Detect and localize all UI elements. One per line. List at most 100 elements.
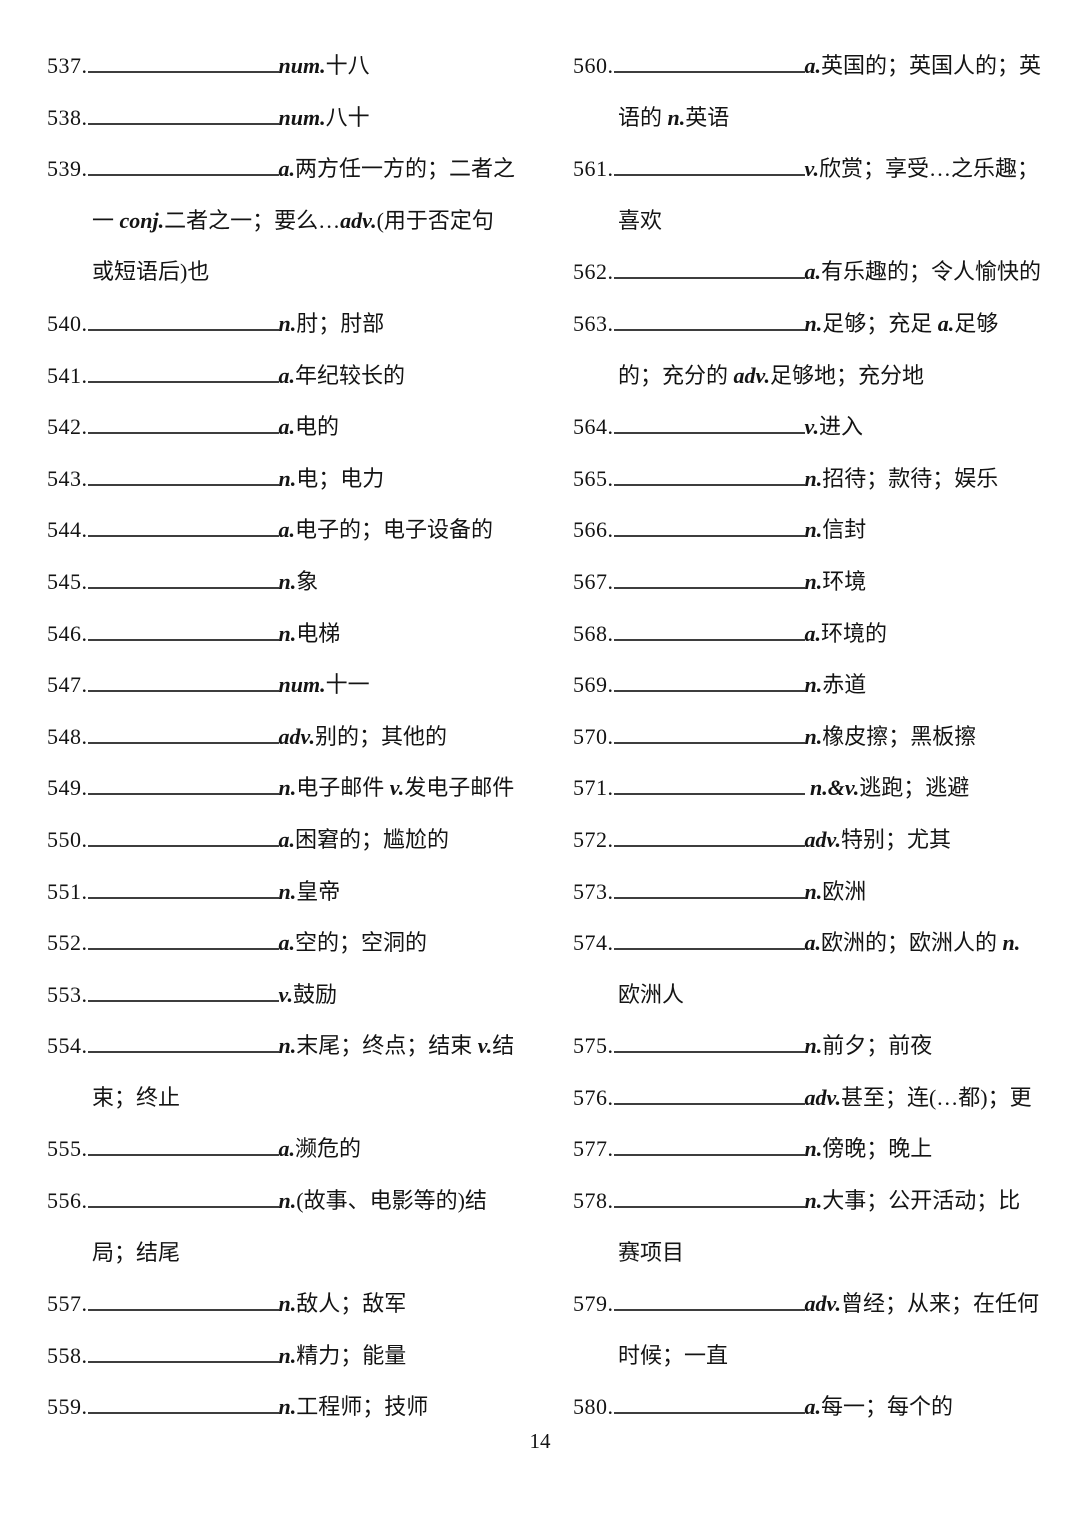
entry-number: 562. <box>573 259 614 285</box>
entry-number: 579. <box>573 1291 614 1317</box>
vocab-entry: 574. a.欧洲的；欧洲人的 n. 欧洲人 <box>573 917 1041 1020</box>
entry-number: 555. <box>47 1136 88 1162</box>
definition-text: 精力；能量 <box>296 1342 407 1368</box>
vocab-entry: 550. a.困窘的；尴尬的 <box>47 814 515 866</box>
pos-label: adv. <box>804 1084 841 1110</box>
definition-text: 二者之一；要么… <box>164 207 341 233</box>
definition-text: 前夕；前夜 <box>822 1033 933 1059</box>
definition-text: 赤道 <box>822 672 867 698</box>
pos-label: conj. <box>119 207 165 233</box>
vocab-entry: 538. num.八十 <box>47 92 515 144</box>
pos-label: a. <box>804 259 822 285</box>
entry-number: 559. <box>47 1394 88 1420</box>
answer-blank <box>613 535 805 538</box>
entry-number: 542. <box>47 414 88 440</box>
pos-label: n. <box>278 1291 297 1317</box>
entry-number: 548. <box>47 723 88 749</box>
vocab-entry: 561. v.欣赏；享受…之乐趣；喜欢 <box>573 143 1041 246</box>
pos-label: n. <box>278 620 297 646</box>
pos-label: n. <box>804 517 823 543</box>
definition-text: 末尾；终点；结束 <box>296 1033 478 1059</box>
pos-label: n. <box>804 723 823 749</box>
vocab-entry: 570. n.橡皮擦；黑板擦 <box>573 711 1041 763</box>
definition-text: 工程师；技师 <box>296 1394 429 1420</box>
vocab-entry: 579. adv.曾经；从来；在任何时候；一直 <box>573 1278 1041 1381</box>
definition-text: 每一；每个的 <box>821 1394 954 1420</box>
entry-number: 572. <box>573 826 614 852</box>
vocab-entry: 553. v.鼓励 <box>47 969 515 1021</box>
entry-number: 551. <box>47 878 88 904</box>
answer-blank <box>87 844 279 847</box>
right-column: 560. a.英国的；英国人的；英语的 n.英语 561. v.欣赏；享受…之乐趣；喜… <box>573 40 1041 1433</box>
definition-text: 肘；肘部 <box>296 310 385 336</box>
vocab-entry: 580. a.每一；每个的 <box>573 1381 1041 1433</box>
vocab-entry: 540. n.肘；肘部 <box>47 298 515 350</box>
pos-label: n. <box>804 672 823 698</box>
vocab-entry: 569. n.赤道 <box>573 659 1041 711</box>
definition-text: 足够；充足 <box>822 310 938 336</box>
answer-blank <box>87 174 279 177</box>
entry-number: 568. <box>573 620 614 646</box>
answer-blank <box>613 1051 805 1054</box>
entry-number: 547. <box>47 672 88 698</box>
answer-blank <box>87 586 279 589</box>
answer-blank <box>87 896 279 899</box>
vocab-entry: 543. n.电；电力 <box>47 453 515 505</box>
pos-label: adv. <box>278 723 315 749</box>
definition-text: 电的 <box>295 414 340 440</box>
definition-text: 信封 <box>822 517 867 543</box>
pos-label: adv. <box>804 826 841 852</box>
vocab-entry: 568. a.环境的 <box>573 608 1041 660</box>
definition-text: 逃跑；逃避 <box>859 775 970 801</box>
entry-number: 565. <box>573 465 614 491</box>
definition-text: 足够地；充分地 <box>769 362 924 388</box>
pos-label: n. <box>1002 930 1021 956</box>
answer-blank <box>613 638 805 641</box>
pos-label: num. <box>278 53 326 78</box>
answer-blank <box>87 432 279 435</box>
definition-text: 欧洲 <box>822 878 867 904</box>
pos-label: a. <box>278 930 296 956</box>
definition-text: 英国的；英国人的；英语的 <box>618 53 1042 130</box>
pos-label: a. <box>804 930 822 956</box>
vocab-entry: 545. n.象 <box>47 556 515 608</box>
answer-blank <box>87 793 279 796</box>
entry-number: 545. <box>47 568 88 594</box>
definition-text: 特别；尤其 <box>840 826 951 852</box>
vocab-entry: 544. a.电子的；电子设备的 <box>47 504 515 556</box>
entry-number: 578. <box>573 1188 614 1214</box>
entry-number: 538. <box>47 104 88 130</box>
entry-number: 564. <box>573 414 614 440</box>
pos-label: v. <box>477 1033 493 1059</box>
page-number: 14 <box>529 1429 551 1453</box>
vocab-entry: 552. a.空的；空洞的 <box>47 917 515 969</box>
vocab-entry: 578. n.大事；公开活动；比赛项目 <box>573 1175 1041 1278</box>
vocab-entry: 575. n.前夕；前夜 <box>573 1020 1041 1072</box>
definition-text: 鼓励 <box>292 981 337 1007</box>
vocab-entry: 567. n.环境 <box>573 556 1041 608</box>
pos-label: n. <box>667 104 686 130</box>
definition-text: 招待；款待；娱乐 <box>822 465 999 491</box>
entry-number: 561. <box>573 156 614 182</box>
answer-blank <box>613 586 805 589</box>
definition-text: 十八 <box>325 53 370 78</box>
entry-number: 580. <box>573 1394 614 1420</box>
vocab-entry: 573. n.欧洲 <box>573 866 1041 918</box>
pos-label: adv. <box>733 362 770 388</box>
vocab-entry: 558. n.精力；能量 <box>47 1330 515 1382</box>
answer-blank <box>87 1154 279 1157</box>
answer-blank <box>613 690 805 693</box>
pos-label: a. <box>278 1136 296 1162</box>
vocab-entry: 542. a.电的 <box>47 401 515 453</box>
vocab-entry: 571. n.&v.逃跑；逃避 <box>573 762 1041 814</box>
pos-label: n. <box>804 1033 823 1059</box>
answer-blank <box>613 277 805 280</box>
entry-number: 574. <box>573 930 614 956</box>
entry-number: 556. <box>47 1188 88 1214</box>
pos-label: adv. <box>340 207 377 233</box>
pos-label: n. <box>278 1342 297 1368</box>
entry-number: 566. <box>573 517 614 543</box>
answer-blank <box>87 1412 279 1415</box>
definition-text: 甚至；连(…都)；更 <box>840 1084 1032 1110</box>
